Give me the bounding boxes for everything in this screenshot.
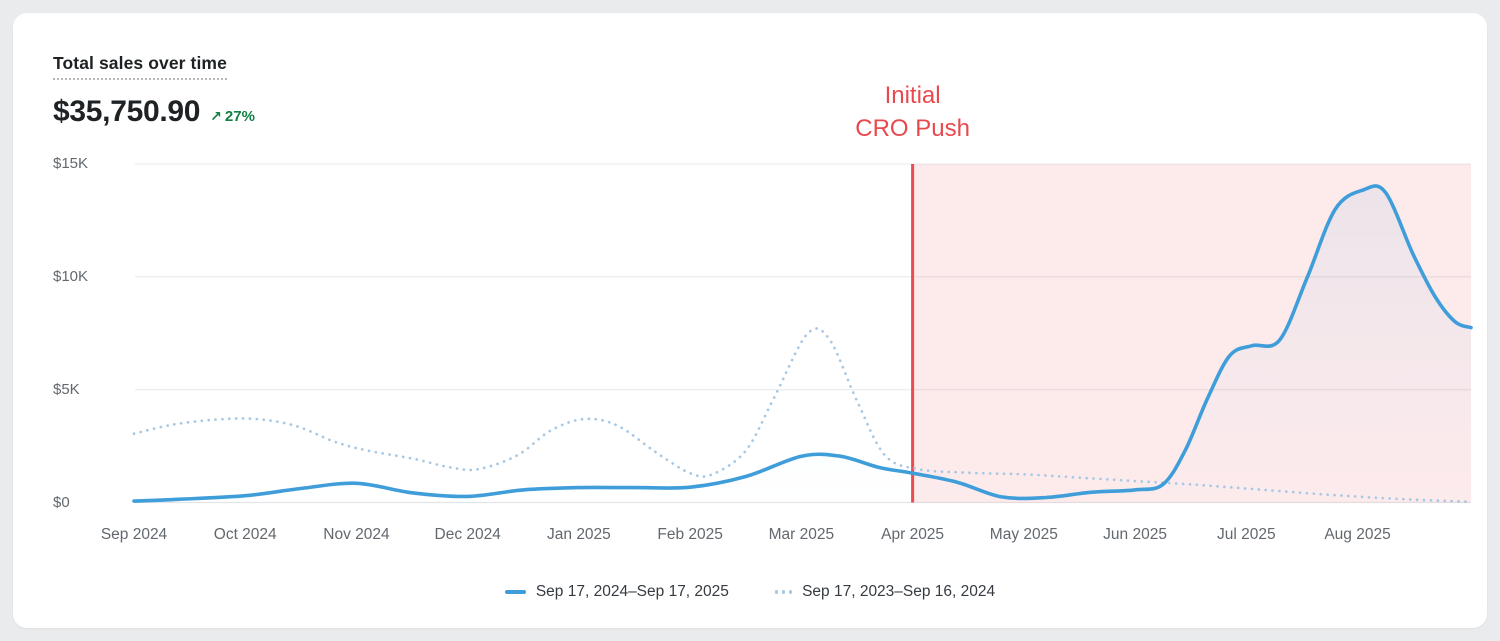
legend-item: Sep 17, 2024–Sep 17, 2025 — [504, 583, 729, 601]
y-tick-label: $0 — [53, 493, 70, 511]
sales-line-chart-canvas[interactable] — [13, 13, 1500, 641]
total-sales-value: $35,750.90 — [53, 95, 201, 128]
x-tick-label: Jun 2025 — [1103, 526, 1167, 543]
legend-marker-dotted-line-icon — [774, 590, 793, 594]
y-tick-label: $15K — [53, 155, 89, 172]
annotation-line-2: CRO Push — [855, 115, 970, 142]
x-tick-label: Jul 2025 — [1216, 526, 1276, 543]
x-tick-label: Oct 2024 — [213, 526, 277, 543]
delta-percent: 27% — [224, 108, 255, 125]
delta-badge: ↗ 27% — [210, 108, 255, 125]
y-tick-label: $5K — [53, 380, 80, 398]
total-sales-card: Total sales over time $35,750.90 ↗ 27% I… — [13, 13, 1487, 628]
legend-label: Sep 17, 2023–Sep 16, 2024 — [802, 583, 996, 600]
current-period-line — [132, 184, 1473, 503]
current-period-area — [134, 185, 1471, 503]
annotation-line-1: Initial — [884, 82, 941, 109]
x-tick-label: Sep 2024 — [100, 526, 168, 543]
legend-label: Sep 17, 2024–Sep 17, 2025 — [535, 583, 729, 600]
cro-push-annotation-label: Initial CRO Push — [855, 79, 970, 145]
legend-item: Sep 17, 2023–Sep 16, 2024 — [774, 583, 996, 601]
x-tick-label: Jan 2025 — [547, 526, 611, 543]
trend-up-arrow-icon: ↗ — [210, 109, 222, 125]
x-tick-label: Mar 2025 — [768, 526, 835, 543]
x-tick-label: May 2025 — [989, 526, 1058, 543]
metric-value-row: $35,750.90 ↗ 27% — [53, 95, 255, 129]
x-tick-label: Nov 2024 — [323, 526, 390, 543]
x-tick-label: Dec 2024 — [434, 526, 501, 543]
legend-marker-solid-line-icon — [504, 590, 526, 594]
chart-legend: Sep 17, 2024–Sep 17, 2025 Sep 17, 2023–Se… — [13, 583, 1487, 601]
y-tick-label: $10K — [53, 267, 89, 285]
chart-title[interactable]: Total sales over time — [53, 53, 227, 80]
x-tick-label: Aug 2025 — [1324, 526, 1391, 543]
x-tick-label: Feb 2025 — [657, 526, 723, 543]
x-tick-label: Apr 2025 — [881, 526, 945, 543]
